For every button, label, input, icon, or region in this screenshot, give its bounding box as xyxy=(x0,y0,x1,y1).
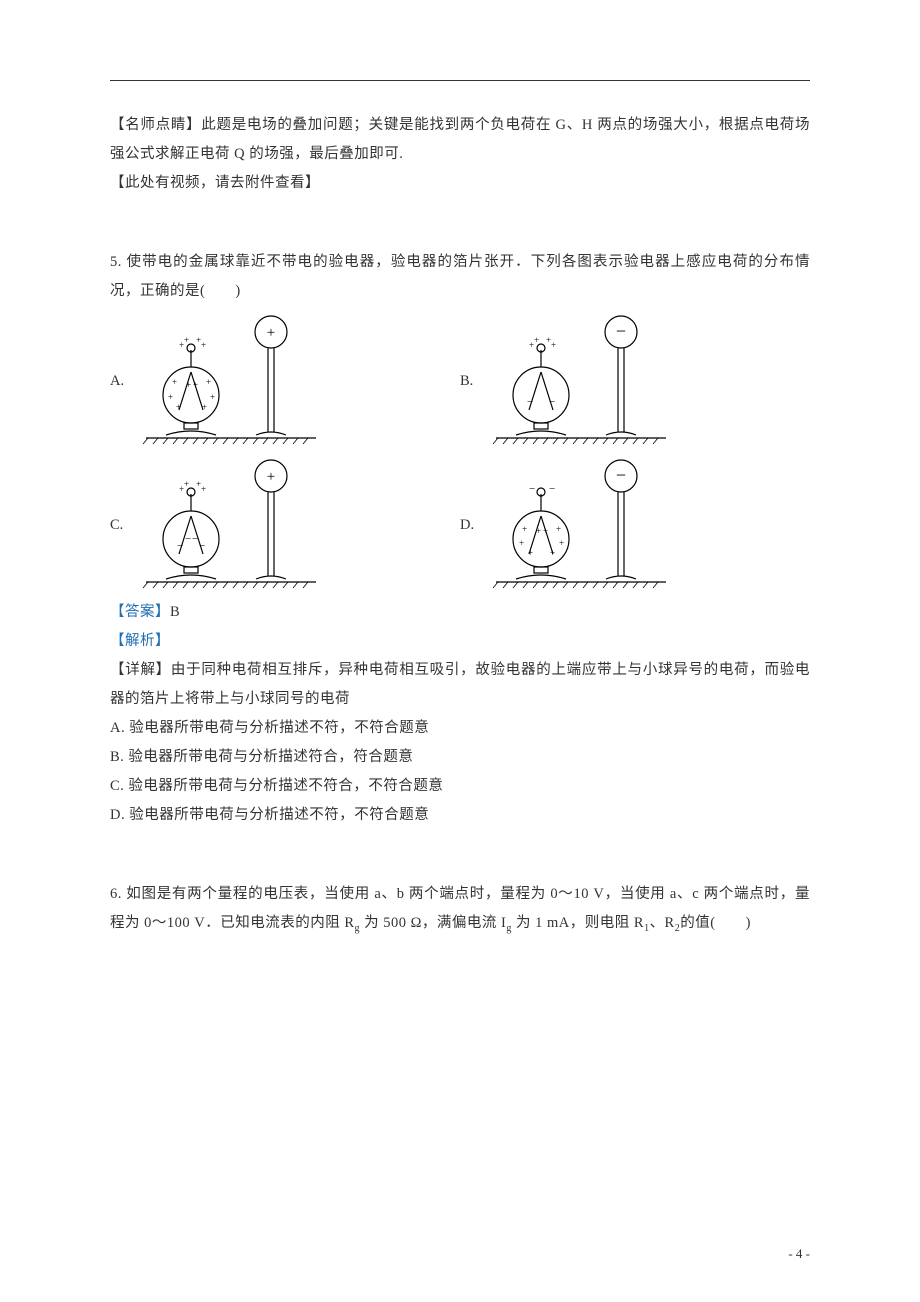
svg-text:−: − xyxy=(185,533,191,545)
electroscope-diagram-a: + + + + + + + + + + + + + xyxy=(136,310,326,450)
electroscope-diagram-b: − + + + + − − xyxy=(486,310,676,450)
svg-text:−: − xyxy=(616,321,626,341)
svg-text:+: + xyxy=(551,340,556,350)
q6-stem-text: 为 1 mA，则电阻 R xyxy=(512,915,644,931)
option-label: A. xyxy=(110,373,128,390)
q5-option-d: D. xyxy=(460,454,810,594)
svg-text:+: + xyxy=(536,526,541,536)
svg-text:+: + xyxy=(267,469,275,485)
q5-answer: 【答案】B xyxy=(110,598,810,627)
svg-text:+: + xyxy=(210,392,215,402)
q5-options-row-1: A. xyxy=(110,310,810,450)
q5-verdict-c: C. 验电器所带电荷与分析描述不符合，不符合题意 xyxy=(110,772,810,801)
answer-label: 【答案】 xyxy=(110,604,170,620)
svg-text:+: + xyxy=(184,479,189,489)
svg-text:+: + xyxy=(559,538,564,548)
svg-text:−: − xyxy=(549,396,555,408)
electroscope-diagram-d: − − − + + + + + + + + xyxy=(486,454,676,594)
svg-text:+: + xyxy=(201,340,206,350)
video-note: 【此处有视频，请去附件查看】 xyxy=(110,169,810,198)
svg-text:−: − xyxy=(527,396,533,408)
q5-verdict-d: D. 验电器所带电荷与分析描述不符，不符合题意 xyxy=(110,801,810,830)
svg-text:−: − xyxy=(199,540,205,552)
electroscope-diagram-c: + + + + + − − − − xyxy=(136,454,326,594)
q6-stem-text: 的值( ) xyxy=(680,915,751,931)
page-number: - 4 - xyxy=(788,1246,810,1262)
svg-text:+: + xyxy=(556,524,561,534)
q5-stem: 5. 使带电的金属球靠近不带电的验电器，验电器的箔片张开．下列各图表示验电器上感… xyxy=(110,248,810,306)
svg-text:+: + xyxy=(168,392,173,402)
q5-option-a: A. xyxy=(110,310,460,450)
page: 【名师点睛】此题是电场的叠加问题；关键是能找到两个负电荷在 G、H 两点的场强大… xyxy=(0,0,920,1302)
q6-stem-text: 、R xyxy=(650,915,675,931)
answer-value: B xyxy=(170,604,180,620)
q5-verdict-b: B. 验电器所带电荷与分析描述符合，符合题意 xyxy=(110,743,810,772)
svg-text:−: − xyxy=(177,540,183,552)
svg-text:−: − xyxy=(529,483,535,495)
svg-text:+: + xyxy=(184,335,189,345)
svg-text:+: + xyxy=(172,377,177,387)
q5-verdict-a: A. 验电器所带电荷与分析描述不符，不符合题意 xyxy=(110,714,810,743)
q6-stem: 6. 如图是有两个量程的电压表，当使用 a、b 两个端点时，量程为 0～10 V… xyxy=(110,880,810,939)
q6-stem-text: 为 500 Ω，满偏电流 I xyxy=(360,915,506,931)
svg-text:+: + xyxy=(201,484,206,494)
svg-text:+: + xyxy=(550,548,555,558)
svg-text:+: + xyxy=(193,380,198,390)
svg-text:+: + xyxy=(206,377,211,387)
svg-text:+: + xyxy=(534,335,539,345)
svg-text:+: + xyxy=(519,538,524,548)
q5-explain-label: 【解析】 xyxy=(110,627,810,656)
svg-text:+: + xyxy=(522,524,527,534)
svg-text:+: + xyxy=(267,325,275,341)
svg-text:+: + xyxy=(202,402,207,412)
svg-text:+: + xyxy=(528,548,533,558)
q5-option-c: C. xyxy=(110,454,460,594)
q5-options-row-2: C. xyxy=(110,454,810,594)
q5-option-b: B. xyxy=(460,310,810,450)
option-label: B. xyxy=(460,373,478,390)
svg-text:−: − xyxy=(616,465,626,485)
option-label: C. xyxy=(110,517,128,534)
svg-text:−: − xyxy=(549,483,555,495)
svg-text:+: + xyxy=(186,380,191,390)
svg-text:+: + xyxy=(176,402,181,412)
svg-text:−: − xyxy=(192,533,198,545)
option-label: D. xyxy=(460,517,478,534)
svg-text:+: + xyxy=(543,526,548,536)
top-rule xyxy=(110,80,810,81)
q5-explain-body: 【详解】由于同种电荷相互排斥，异种电荷相互吸引，故验电器的上端应带上与小球异号的… xyxy=(110,656,810,714)
commentary-para: 【名师点睛】此题是电场的叠加问题；关键是能找到两个负电荷在 G、H 两点的场强大… xyxy=(110,111,810,169)
